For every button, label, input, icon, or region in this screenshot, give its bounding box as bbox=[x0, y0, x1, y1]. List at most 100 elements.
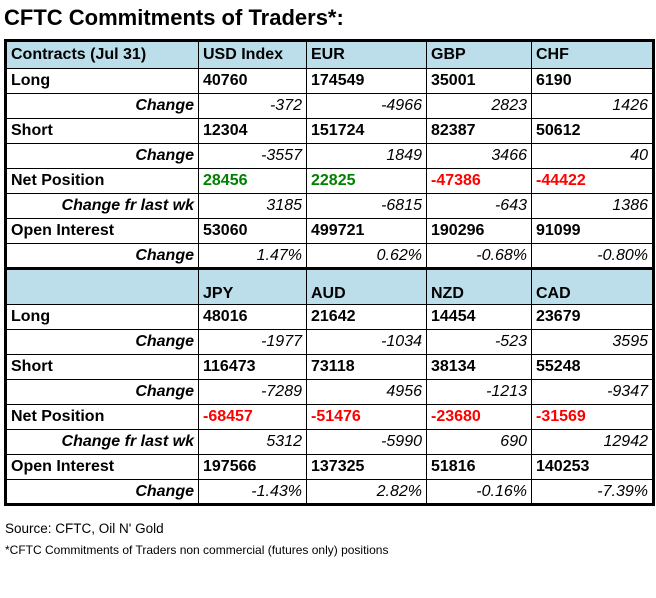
column-header-jpy: JPY bbox=[198, 267, 307, 305]
cell-value: 14454 bbox=[426, 304, 532, 330]
cell-value: -1213 bbox=[426, 379, 532, 405]
cell-value: 1849 bbox=[306, 143, 427, 169]
cell-value: -523 bbox=[426, 329, 532, 355]
page-title: CFTC Commitments of Traders*: bbox=[4, 5, 344, 30]
cell-value: -51476 bbox=[306, 404, 427, 430]
cell-value: 38134 bbox=[426, 354, 532, 380]
cell-value: 140253 bbox=[531, 454, 654, 480]
cell-value: 40760 bbox=[198, 68, 307, 94]
cell-value: -68457 bbox=[198, 404, 307, 430]
row-label: Long bbox=[5, 304, 199, 330]
cell-value: -4966 bbox=[306, 93, 427, 119]
row-label: Change bbox=[5, 329, 199, 355]
row-label: Net Position bbox=[5, 168, 199, 194]
cell-value: -44422 bbox=[531, 168, 654, 194]
cell-value: 50612 bbox=[531, 118, 654, 144]
row-label: Open Interest bbox=[5, 218, 199, 244]
table-row-short: Short 12304 151724 82387 50612 bbox=[5, 118, 654, 144]
row-label: Change fr last wk bbox=[5, 429, 199, 455]
cell-value: 82387 bbox=[426, 118, 532, 144]
cell-value: 197566 bbox=[198, 454, 307, 480]
table-row-open-interest: Open Interest 53060 499721 190296 91099 bbox=[5, 218, 654, 244]
cell-value: -0.68% bbox=[426, 243, 532, 269]
cell-value: 12942 bbox=[531, 429, 654, 455]
cell-value: 91099 bbox=[531, 218, 654, 244]
cell-value: -5990 bbox=[306, 429, 427, 455]
table-row-change: Change -1.43% 2.82% -0.16% -7.39% bbox=[5, 479, 654, 505]
row-label: Change bbox=[5, 143, 199, 169]
table-row-long: Long 48016 21642 14454 23679 bbox=[5, 304, 654, 330]
cell-value: -9347 bbox=[531, 379, 654, 405]
table-corner-label bbox=[5, 267, 199, 305]
cell-value: 174549 bbox=[306, 68, 427, 94]
cell-value: 3466 bbox=[426, 143, 532, 169]
cell-value: 55248 bbox=[531, 354, 654, 380]
cell-value: 3185 bbox=[198, 193, 307, 219]
table-row-change-fr-last-wk: Change fr last wk 3185 -6815 -643 1386 bbox=[5, 193, 654, 219]
column-header-eur: EUR bbox=[306, 40, 427, 69]
cell-value: -3557 bbox=[198, 143, 307, 169]
cell-value: 40 bbox=[531, 143, 654, 169]
cell-value: 3595 bbox=[531, 329, 654, 355]
row-label: Long bbox=[5, 68, 199, 94]
column-header-chf: CHF bbox=[531, 40, 654, 69]
row-label: Open Interest bbox=[5, 454, 199, 480]
table-row-net-position: Net Position -68457 -51476 -23680 -31569 bbox=[5, 404, 654, 430]
column-header-aud: AUD bbox=[306, 267, 427, 305]
column-header-usd-index: USD Index bbox=[198, 40, 307, 69]
cell-value: -1.43% bbox=[198, 479, 307, 505]
table-row-change: Change -1977 -1034 -523 3595 bbox=[5, 329, 654, 355]
column-header-gbp: GBP bbox=[426, 40, 532, 69]
cell-value: -47386 bbox=[426, 168, 532, 194]
cell-value: -7.39% bbox=[531, 479, 654, 505]
section1-header-row: Contracts (Jul 31) USD Index EUR GBP CHF bbox=[5, 40, 654, 69]
cell-value: 1.47% bbox=[198, 243, 307, 269]
cell-value: -31569 bbox=[531, 404, 654, 430]
cell-value: 2.82% bbox=[306, 479, 427, 505]
cell-value: -643 bbox=[426, 193, 532, 219]
column-header-cad: CAD bbox=[531, 267, 654, 305]
row-label: Short bbox=[5, 118, 199, 144]
cell-value: 690 bbox=[426, 429, 532, 455]
row-label: Short bbox=[5, 354, 199, 380]
table-row-long: Long 40760 174549 35001 6190 bbox=[5, 68, 654, 94]
cell-value: 51816 bbox=[426, 454, 532, 480]
footnote-text: *CFTC Commitments of Traders non commerc… bbox=[5, 543, 389, 557]
cell-value: 4956 bbox=[306, 379, 427, 405]
cell-value: -0.16% bbox=[426, 479, 532, 505]
table-row-net-position: Net Position 28456 22825 -47386 -44422 bbox=[5, 168, 654, 194]
cell-value: -0.80% bbox=[531, 243, 654, 269]
row-label: Change fr last wk bbox=[5, 193, 199, 219]
cell-value: -6815 bbox=[306, 193, 427, 219]
cell-value: 0.62% bbox=[306, 243, 427, 269]
cell-value: 1426 bbox=[531, 93, 654, 119]
cell-value: 21642 bbox=[306, 304, 427, 330]
table-row-change: Change 1.47% 0.62% -0.68% -0.80% bbox=[5, 243, 654, 269]
cell-value: -372 bbox=[198, 93, 307, 119]
row-label: Change bbox=[5, 243, 199, 269]
table-row-change: Change -372 -4966 2823 1426 bbox=[5, 93, 654, 119]
cell-value: -1034 bbox=[306, 329, 427, 355]
cell-value: 190296 bbox=[426, 218, 532, 244]
table-row-open-interest: Open Interest 197566 137325 51816 140253 bbox=[5, 454, 654, 480]
cell-value: 1386 bbox=[531, 193, 654, 219]
cell-value: 499721 bbox=[306, 218, 427, 244]
cell-value: 5312 bbox=[198, 429, 307, 455]
cell-value: 28456 bbox=[198, 168, 307, 194]
table-row-change: Change -7289 4956 -1213 -9347 bbox=[5, 379, 654, 405]
table-row-change-fr-last-wk: Change fr last wk 5312 -5990 690 12942 bbox=[5, 429, 654, 455]
row-label: Net Position bbox=[5, 404, 199, 430]
table-corner-label: Contracts (Jul 31) bbox=[5, 40, 199, 69]
cell-value: 48016 bbox=[198, 304, 307, 330]
row-label: Change bbox=[5, 379, 199, 405]
cell-value: 12304 bbox=[198, 118, 307, 144]
cell-value: -23680 bbox=[426, 404, 532, 430]
cell-value: 23679 bbox=[531, 304, 654, 330]
cell-value: 137325 bbox=[306, 454, 427, 480]
cell-value: 116473 bbox=[198, 354, 307, 380]
cell-value: 2823 bbox=[426, 93, 532, 119]
cell-value: 35001 bbox=[426, 68, 532, 94]
source-text: Source: CFTC, Oil N' Gold bbox=[5, 521, 164, 536]
section2-header-row: JPY AUD NZD CAD bbox=[5, 267, 654, 305]
